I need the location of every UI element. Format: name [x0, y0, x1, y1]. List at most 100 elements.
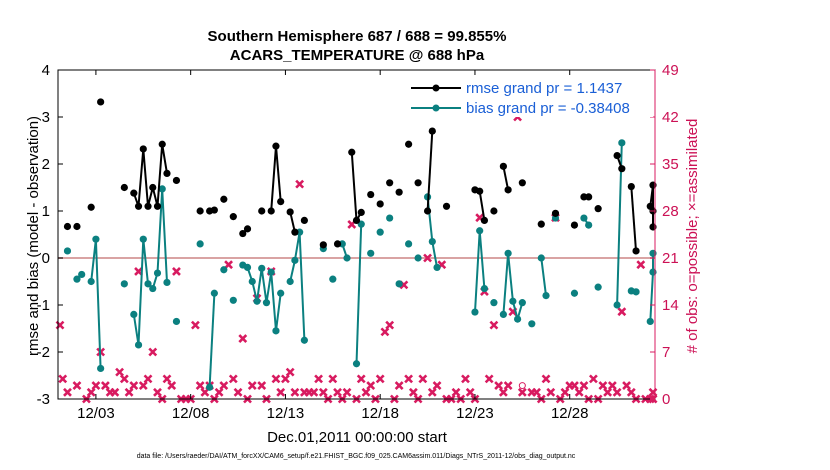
obs-count-stroke [285, 367, 295, 377]
rmse-series-point [490, 207, 498, 215]
x-tick-label: 12/18 [361, 405, 399, 422]
bias-series-line [355, 224, 363, 364]
obs-count-marker [423, 253, 432, 263]
rmse-series-point [153, 202, 162, 210]
rmse-series-point [428, 127, 436, 135]
rmse-series-point [97, 98, 105, 106]
obs-count-stroke [228, 374, 238, 384]
rmse-series-point [139, 145, 147, 153]
rmse-series-point [376, 200, 384, 208]
obs-count-marker [626, 387, 636, 397]
obs-count-stroke [356, 374, 366, 384]
obs-count-marker [91, 381, 101, 390]
obs-count-stroke [494, 381, 504, 390]
obs-count-marker [579, 381, 589, 390]
obs-count-marker [375, 374, 385, 384]
bias-series-point [248, 277, 256, 286]
bias-series-point [92, 235, 100, 243]
obs-count-stroke [418, 374, 428, 384]
obs-count-marker [100, 381, 110, 390]
bias-series-point [196, 240, 204, 248]
obs-count-marker [408, 387, 418, 397]
bias-series-point [386, 214, 394, 222]
obs-count-stroke [636, 260, 646, 270]
bias-series-point [476, 227, 484, 235]
right-tick-label: 49 [662, 62, 679, 79]
bias-series-point [253, 297, 261, 305]
obs-count-marker [285, 367, 295, 377]
obs-count-stroke [72, 381, 82, 390]
rmse-series-point [395, 188, 403, 196]
obs-count-stroke [290, 387, 300, 397]
bias-series-point [153, 269, 162, 277]
obs-count-marker [418, 374, 428, 384]
rmse-series-line [426, 131, 434, 212]
obs-count-stroke [342, 387, 352, 397]
rmse-series-point [277, 198, 285, 206]
rmse-series-point [649, 223, 657, 231]
obs-count-marker [356, 374, 366, 384]
obs-count-marker [622, 381, 631, 390]
obs-count-stroke [318, 387, 328, 397]
rmse-series-point [272, 142, 280, 150]
right-tick-label: 0 [662, 391, 670, 408]
rmse-series-point [618, 165, 626, 173]
rmse-series-point [414, 179, 422, 187]
right-tick-label: 28 [662, 203, 679, 220]
bias-series-point [220, 266, 228, 274]
bias-series-point [158, 185, 166, 193]
obs-count-marker [214, 387, 224, 397]
rmse-series-point [632, 247, 640, 255]
bias-series-point [130, 310, 138, 318]
rmse-series-point [149, 183, 157, 192]
obs-count-stroke [598, 381, 608, 390]
obs-count-stroke [622, 381, 631, 390]
obs-count-stroke [86, 387, 96, 397]
bias-series-line [540, 257, 547, 296]
obs-count-marker [295, 179, 305, 189]
bias-series-point [172, 317, 181, 326]
obs-count-stroke [423, 253, 432, 263]
obs-count-stroke [432, 381, 442, 390]
rmse-series-point [442, 202, 451, 210]
x-tick-label: 12/03 [77, 405, 115, 422]
obs-count-stroke [214, 387, 224, 397]
obs-count-stroke [366, 381, 376, 390]
obs-count-marker [257, 381, 267, 390]
x-tick-label: 12/23 [456, 405, 494, 422]
obs-count-marker [63, 387, 72, 397]
bias-series-point [395, 280, 403, 288]
bias-series-point [518, 299, 526, 307]
obs-count-stroke [517, 387, 527, 397]
rmse-series-point [63, 222, 72, 231]
obs-count-marker [200, 387, 210, 397]
bias-series-point [163, 278, 171, 287]
obs-count-stroke [134, 267, 143, 276]
right-axis-ticks: 0 7 14 21 28 35 42 49 [650, 62, 679, 408]
obs-count-stroke [328, 374, 338, 384]
bias-series-point [352, 360, 361, 368]
bias-series-point [594, 283, 602, 291]
obs-count-marker [271, 374, 281, 384]
bias-series-point [513, 315, 522, 323]
obs-count-marker [238, 334, 248, 343]
obs-count-marker [138, 381, 148, 390]
obs-count-marker [607, 381, 617, 390]
rmse-series-point [196, 207, 204, 215]
obs-count-stroke [484, 374, 494, 384]
obs-count-stroke [119, 374, 129, 384]
bias-series-point [144, 280, 152, 288]
rmse-series-point [333, 240, 342, 248]
obs-count-marker [309, 387, 319, 397]
obs-count-stroke [124, 387, 134, 397]
rmse-series-point [210, 206, 218, 214]
rmse-series-point [158, 140, 166, 148]
rmse-series-point [585, 193, 593, 201]
rmse-series-point [73, 222, 81, 231]
obs-count-stroke [570, 381, 579, 390]
y-tick-label: -3 [37, 391, 50, 408]
bias-series-line [289, 232, 306, 341]
bias-series-point [206, 383, 214, 391]
rmse-series-point [570, 221, 579, 229]
